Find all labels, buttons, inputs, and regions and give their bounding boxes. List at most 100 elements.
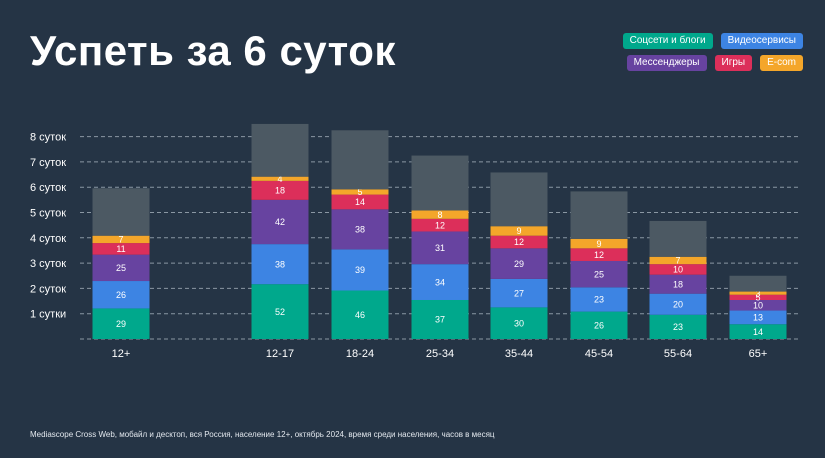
bar-segment (92, 308, 150, 339)
data-label: 38 (355, 225, 365, 235)
data-label: 8 (437, 210, 442, 220)
data-label: 52 (275, 307, 285, 317)
x-tick-label: 12-17 (266, 348, 294, 360)
bar-segment (92, 188, 150, 236)
bar-segment (490, 278, 548, 308)
data-label: 42 (275, 217, 285, 227)
data-label: 11 (116, 244, 125, 254)
data-label: 38 (275, 259, 285, 269)
legend-item-socials: Соцсети и блоги (622, 33, 713, 49)
bar-segment (92, 243, 150, 255)
bar-segment (411, 299, 469, 339)
data-label: 13 (753, 313, 763, 323)
y-tick-label: 7 суток (30, 157, 66, 169)
bar-segment (331, 194, 389, 210)
bar-segment (251, 176, 309, 181)
data-label: 5 (755, 293, 760, 303)
x-tick-label: 35-44 (505, 348, 533, 360)
data-label: 4 (277, 174, 282, 184)
legend-item-messengers: Мессенджеры (626, 55, 707, 71)
data-label: 23 (594, 295, 604, 305)
y-tick-label: 8 суток (30, 132, 66, 144)
data-label: 34 (435, 277, 445, 287)
bar-segment (649, 274, 707, 294)
bar-segment (251, 199, 309, 245)
bar-segment (570, 238, 628, 249)
bar-segment (490, 226, 548, 236)
legend-row-1: Соцсети и блоги Видеосервисы (513, 33, 803, 49)
bar-segment (490, 307, 548, 339)
bar-segment (570, 191, 628, 239)
data-label: 26 (594, 320, 604, 330)
data-label: 10 (673, 265, 683, 275)
data-label: 12 (514, 237, 524, 247)
data-label: 7 (118, 235, 123, 245)
bar-segment (331, 130, 389, 190)
source-note: Mediascope Cross Web, мобайл и десктоп, … (30, 430, 495, 439)
bar-segment (92, 254, 150, 282)
bar-segment (570, 311, 628, 339)
bar-segment (729, 275, 787, 292)
bar-segment (251, 284, 309, 339)
bar-segment (251, 180, 309, 200)
data-label: 12 (435, 220, 445, 230)
y-tick-label: 5 суток (30, 208, 66, 220)
legend-item-ecom: E-com (760, 55, 803, 71)
bar-segment (729, 324, 787, 339)
data-label: 7 (675, 256, 680, 266)
bar-segment (411, 264, 469, 300)
data-label: 18 (275, 186, 285, 196)
data-label: 14 (753, 327, 763, 337)
x-tick-label: 55-64 (664, 348, 692, 360)
data-label: 12 (594, 250, 604, 260)
y-tick-label: 2 суток (30, 283, 66, 295)
x-tick-label: 25-34 (426, 348, 454, 360)
y-tick-label: 1 сутки (30, 309, 66, 321)
bar-segment (649, 220, 707, 257)
bar-segment (570, 287, 628, 312)
y-tick-label: 3 суток (30, 258, 66, 270)
bar-segment (490, 172, 548, 227)
bar-segment (331, 249, 389, 291)
bar-segment (490, 235, 548, 249)
bar-segment (92, 281, 150, 309)
bar-segment (729, 310, 787, 325)
x-tick-label: 12+ (112, 348, 131, 360)
bar-segment (729, 291, 787, 295)
data-label: 25 (116, 263, 126, 273)
legend-item-video: Видеосервисы (720, 33, 803, 49)
bar-segment (729, 299, 787, 311)
data-label: 10 (753, 300, 763, 310)
y-tick-label: 4 суток (30, 233, 66, 245)
legend-item-games: Игры (714, 55, 753, 71)
bar-segment (411, 155, 469, 211)
y-tick-label: 6 суток (30, 182, 66, 194)
legend-row-2: Мессенджеры Игры E-com (513, 55, 803, 71)
data-label: 29 (514, 259, 524, 269)
legend: Соцсети и блоги Видеосервисы Мессенджеры… (513, 33, 803, 77)
x-tick-label: 18-24 (346, 348, 374, 360)
data-label: 3 (755, 288, 760, 298)
data-label: 46 (355, 310, 365, 320)
data-label: 9 (516, 226, 521, 236)
bar-segment (411, 231, 469, 265)
bar-segment (490, 248, 548, 279)
data-label: 31 (435, 243, 445, 253)
data-label: 26 (116, 290, 126, 300)
bar-segment (92, 235, 150, 244)
data-label: 23 (673, 322, 683, 332)
data-label: 30 (514, 318, 524, 328)
bar-segment (251, 244, 309, 285)
data-label: 25 (594, 269, 604, 279)
x-tick-label: 45-54 (585, 348, 613, 360)
bar-segment (331, 209, 389, 250)
bar-segment (570, 248, 628, 261)
data-label: 20 (673, 299, 683, 309)
chart-title: Успеть за 6 суток (30, 27, 396, 74)
bar-segment (649, 256, 707, 265)
bar-segment (649, 293, 707, 315)
bar-segment (251, 123, 309, 177)
bar-segment (411, 218, 469, 232)
data-label: 37 (435, 315, 445, 325)
